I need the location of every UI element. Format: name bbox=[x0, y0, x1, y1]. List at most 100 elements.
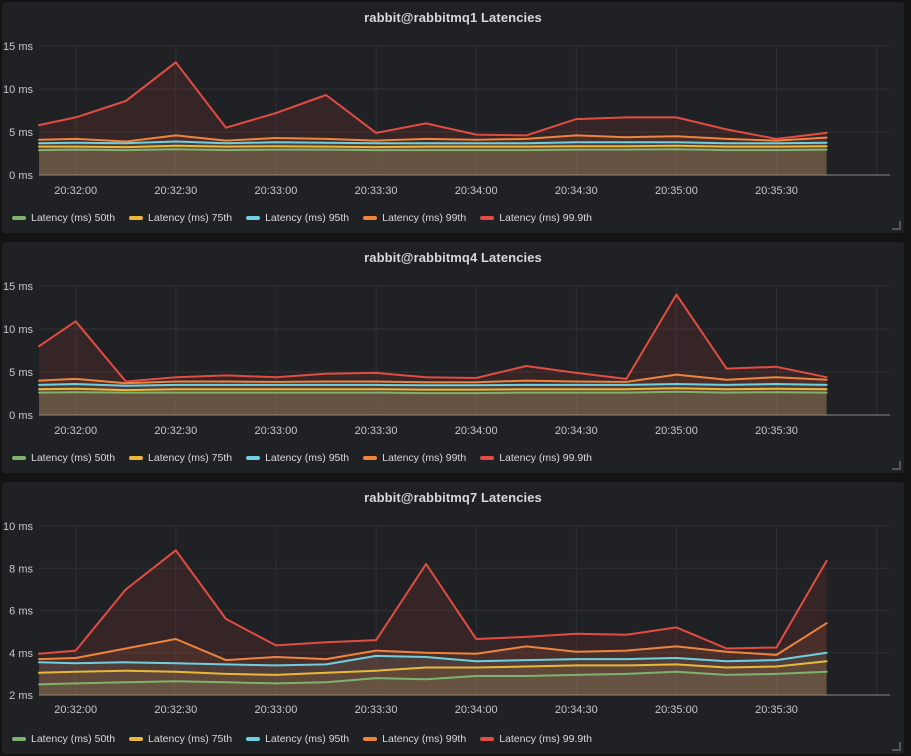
series-fill-50 bbox=[39, 149, 827, 175]
legend-swatch-icon bbox=[12, 216, 26, 220]
legend-item-95th[interactable]: Latency (ms) 95th bbox=[246, 212, 349, 224]
legend-label: Latency (ms) 95th bbox=[265, 452, 350, 464]
legend-item-99.9th[interactable]: Latency (ms) 99.9th bbox=[480, 733, 592, 745]
x-axis-tick-label: 20:34:30 bbox=[555, 425, 598, 437]
y-axis-tick-label: 10 ms bbox=[3, 521, 33, 533]
panel-resize-handle-icon[interactable] bbox=[892, 221, 901, 230]
x-axis-tick-label: 20:32:00 bbox=[54, 704, 97, 716]
series-fill-99 bbox=[39, 623, 827, 695]
legend-item-75th[interactable]: Latency (ms) 75th bbox=[129, 452, 232, 464]
chart-legend: Latency (ms) 50th Latency (ms) 75th Latenc… bbox=[12, 452, 894, 464]
panel-rabbitmq7-latencies: rabbit@rabbitmq7 Latencies 2 ms 4 ms 6 ms 8… bbox=[2, 482, 904, 754]
legend-swatch-icon bbox=[363, 216, 378, 220]
x-axis-tick-label: 20:33:30 bbox=[355, 704, 398, 716]
series-line-50 bbox=[38, 148, 828, 152]
legend-swatch-icon bbox=[129, 216, 144, 220]
series-fill-50 bbox=[39, 391, 827, 415]
series-line-99 bbox=[38, 373, 828, 385]
legend-item-50th[interactable]: Latency (ms) 50th bbox=[12, 212, 115, 224]
legend-item-95th[interactable]: Latency (ms) 95th bbox=[246, 452, 349, 464]
y-axis-tick-label: 5 ms bbox=[9, 127, 33, 139]
series-line-75 bbox=[38, 387, 828, 392]
legend-item-50th[interactable]: Latency (ms) 50th bbox=[12, 452, 115, 464]
legend-label: Latency (ms) 99.9th bbox=[499, 212, 592, 224]
series-line-95 bbox=[38, 651, 828, 667]
x-axis-tick-label: 20:35:00 bbox=[655, 185, 698, 197]
legend-item-99th[interactable]: Latency (ms) 99th bbox=[363, 733, 466, 745]
x-axis-tick-label: 20:32:30 bbox=[154, 185, 197, 197]
y-axis-tick-label: 10 ms bbox=[3, 324, 33, 336]
series-fill-50 bbox=[39, 671, 827, 695]
y-axis-tick-label: 0 ms bbox=[9, 410, 33, 422]
legend-item-99.9th[interactable]: Latency (ms) 99.9th bbox=[480, 212, 592, 224]
x-axis-tick-label: 20:35:30 bbox=[755, 425, 798, 437]
y-axis-tick-label: 4 ms bbox=[9, 648, 33, 660]
x-axis-tick-label: 20:35:00 bbox=[655, 704, 698, 716]
y-axis-tick-label: 0 ms bbox=[9, 170, 33, 182]
x-axis-tick-label: 20:32:30 bbox=[154, 704, 197, 716]
panel-title[interactable]: rabbit@rabbitmq4 Latencies bbox=[364, 249, 542, 265]
legend-swatch-icon bbox=[12, 456, 26, 460]
series-line-50 bbox=[38, 670, 828, 686]
legend-swatch-icon bbox=[246, 737, 261, 741]
series-line-99.9 bbox=[38, 293, 828, 383]
panel-title[interactable]: rabbit@rabbitmq1 Latencies bbox=[364, 9, 542, 25]
x-axis-tick-label: 20:33:00 bbox=[255, 185, 298, 197]
panel-resize-handle-icon[interactable] bbox=[892, 742, 901, 751]
y-axis-tick-label: 15 ms bbox=[3, 281, 33, 293]
latency-chart[interactable]: 2 ms 4 ms 6 ms 8 ms 10 ms 20:32:00 20:32:30 20:… bbox=[2, 482, 904, 754]
y-axis-tick-label: 2 ms bbox=[9, 690, 33, 702]
legend-label: Latency (ms) 75th bbox=[148, 212, 233, 224]
y-axis-tick-label: 5 ms bbox=[9, 367, 33, 379]
legend-swatch-icon bbox=[480, 216, 495, 220]
x-axis-tick-label: 20:32:30 bbox=[154, 425, 197, 437]
chart-legend: Latency (ms) 50th Latency (ms) 75th Latenc… bbox=[12, 733, 894, 745]
legend-item-75th[interactable]: Latency (ms) 75th bbox=[129, 733, 232, 745]
legend-label: Latency (ms) 99.9th bbox=[499, 452, 592, 464]
series-line-75 bbox=[38, 144, 828, 149]
legend-label: Latency (ms) 99th bbox=[382, 452, 467, 464]
x-axis-tick-label: 20:34:00 bbox=[455, 425, 498, 437]
series-fill-99.9 bbox=[39, 62, 827, 175]
legend-item-99th[interactable]: Latency (ms) 99th bbox=[363, 212, 466, 224]
latency-chart[interactable]: 0 ms 5 ms 10 ms 15 ms 20:32:00 20:32:30 20:33:… bbox=[2, 2, 904, 233]
legend-item-95th[interactable]: Latency (ms) 95th bbox=[246, 733, 349, 745]
legend-item-99.9th[interactable]: Latency (ms) 99.9th bbox=[480, 452, 592, 464]
x-axis-tick-label: 20:35:00 bbox=[655, 425, 698, 437]
x-axis-tick-label: 20:32:00 bbox=[54, 425, 97, 437]
panel-resize-handle-icon[interactable] bbox=[892, 461, 901, 470]
legend-label: Latency (ms) 50th bbox=[31, 452, 116, 464]
series-fill-95 bbox=[39, 652, 827, 695]
legend-swatch-icon bbox=[129, 456, 144, 460]
legend-item-50th[interactable]: Latency (ms) 50th bbox=[12, 733, 115, 745]
chart-legend: Latency (ms) 50th Latency (ms) 75th Latenc… bbox=[12, 212, 894, 224]
series-line-99.9 bbox=[38, 61, 828, 140]
series-fill-75 bbox=[39, 145, 827, 175]
legend-label: Latency (ms) 95th bbox=[265, 212, 350, 224]
y-axis-tick-label: 10 ms bbox=[3, 84, 33, 96]
series-line-99.9 bbox=[38, 549, 828, 655]
latency-chart[interactable]: 0 ms 5 ms 10 ms 15 ms 20:32:00 20:32:30 20:33:… bbox=[2, 242, 904, 473]
legend-label: Latency (ms) 50th bbox=[31, 212, 116, 224]
panel-title[interactable]: rabbit@rabbitmq7 Latencies bbox=[364, 489, 542, 505]
x-axis-tick-label: 20:33:00 bbox=[255, 704, 298, 716]
x-axis-tick-label: 20:33:30 bbox=[355, 185, 398, 197]
legend-swatch-icon bbox=[246, 216, 261, 220]
x-axis-tick-label: 20:35:30 bbox=[755, 704, 798, 716]
series-line-75 bbox=[38, 660, 828, 676]
y-axis-tick-label: 15 ms bbox=[3, 41, 33, 53]
x-axis-tick-label: 20:34:00 bbox=[455, 185, 498, 197]
legend-swatch-icon bbox=[12, 737, 26, 741]
panel-rabbitmq4-latencies: rabbit@rabbitmq4 Latencies 0 ms 5 ms 10 ms… bbox=[2, 242, 904, 473]
legend-item-75th[interactable]: Latency (ms) 75th bbox=[129, 212, 232, 224]
legend-swatch-icon bbox=[480, 737, 495, 741]
legend-label: Latency (ms) 99.9th bbox=[499, 733, 592, 745]
legend-label: Latency (ms) 99th bbox=[382, 733, 467, 745]
legend-item-99th[interactable]: Latency (ms) 99th bbox=[363, 452, 466, 464]
x-axis-tick-label: 20:34:30 bbox=[555, 704, 598, 716]
series-fill-99.9 bbox=[39, 294, 827, 415]
y-axis-tick-label: 6 ms bbox=[9, 606, 33, 618]
series-line-99 bbox=[38, 134, 828, 143]
y-axis-tick-label: 8 ms bbox=[9, 563, 33, 575]
